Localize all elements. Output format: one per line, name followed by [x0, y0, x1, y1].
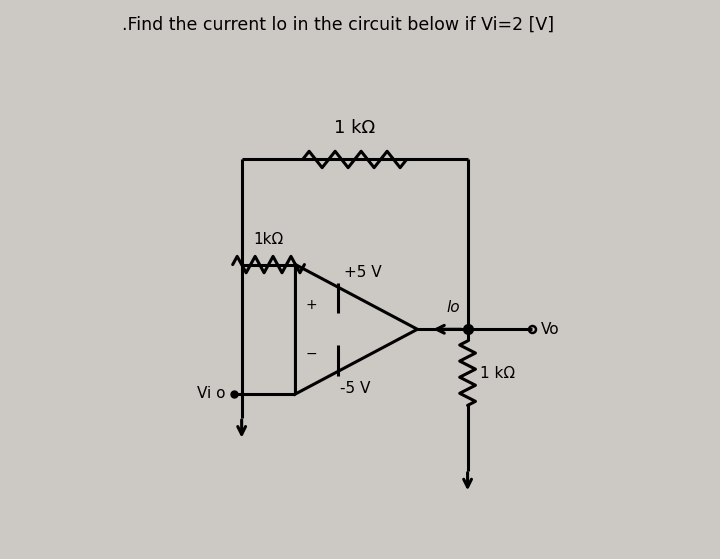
Text: +: + — [305, 298, 317, 312]
Text: −: − — [305, 347, 317, 361]
Text: lo: lo — [446, 300, 460, 315]
Text: 1kΩ: 1kΩ — [253, 232, 284, 247]
Text: Vi o: Vi o — [197, 386, 226, 401]
Text: 1 kΩ: 1 kΩ — [334, 119, 375, 137]
Text: .Find the current lo in the circuit below if Vi=2 [V]: .Find the current lo in the circuit belo… — [122, 16, 554, 34]
Text: 1 kΩ: 1 kΩ — [480, 366, 516, 381]
Text: Vo: Vo — [541, 322, 559, 337]
Text: -5 V: -5 V — [340, 381, 370, 396]
Text: +5 V: +5 V — [344, 265, 382, 280]
